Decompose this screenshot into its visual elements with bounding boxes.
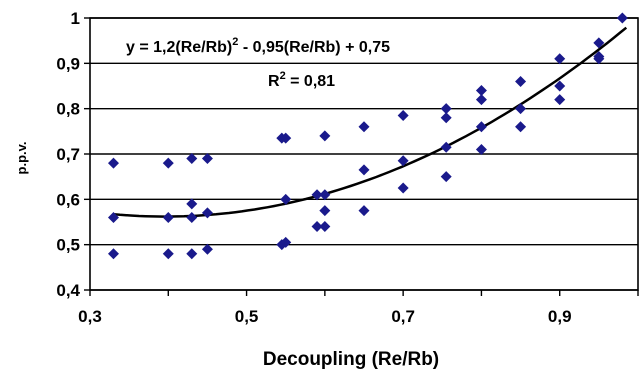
- data-point: [554, 53, 566, 65]
- data-point: [593, 53, 605, 65]
- data-point: [201, 207, 213, 219]
- x-tick-label: 0,7: [391, 307, 415, 326]
- data-point: [397, 155, 409, 167]
- data-points: [107, 12, 628, 260]
- trend-equation: y = 1,2(Re/Rb)2 - 0,95(Re/Rb) + 0,75: [126, 36, 390, 56]
- data-point: [319, 189, 331, 201]
- data-point: [440, 112, 452, 124]
- y-tick-label: 0,7: [56, 145, 80, 164]
- data-point: [593, 37, 605, 49]
- y-tick-labels: 0,4 0,5 0,6 0,7 0,8 0,9 1: [56, 9, 80, 300]
- data-point: [186, 248, 198, 260]
- data-point: [186, 211, 198, 223]
- x-axis-label: Decoupling (Re/Rb): [263, 349, 439, 370]
- data-point: [311, 189, 323, 201]
- data-point: [397, 182, 409, 194]
- x-tick-label: 0,5: [235, 307, 259, 326]
- y-tick-label: 0,8: [56, 100, 80, 119]
- data-point: [311, 221, 323, 233]
- data-point: [319, 205, 331, 217]
- data-point: [358, 121, 370, 133]
- y-tick-label: 1: [71, 9, 80, 28]
- data-point: [554, 80, 566, 92]
- data-point: [107, 157, 119, 169]
- data-point: [319, 130, 331, 142]
- x-tick-label: 0,9: [548, 307, 572, 326]
- data-point: [616, 12, 628, 24]
- data-point: [280, 236, 292, 248]
- data-point: [280, 193, 292, 205]
- data-point: [201, 153, 213, 165]
- data-point: [162, 157, 174, 169]
- data-point: [162, 248, 174, 260]
- y-axis-label: p.p.v.: [14, 142, 29, 175]
- data-point: [475, 143, 487, 155]
- y-tick-label: 0,9: [56, 54, 80, 73]
- x-tick-label: 0,3: [78, 307, 102, 326]
- data-point: [440, 171, 452, 183]
- data-point: [358, 205, 370, 217]
- data-point: [515, 103, 527, 115]
- data-point: [107, 211, 119, 223]
- y-tick-label: 0,5: [56, 236, 80, 255]
- data-point: [475, 121, 487, 133]
- data-point: [397, 109, 409, 121]
- y-tick-label: 0,4: [56, 281, 80, 300]
- data-point: [319, 221, 331, 233]
- r-squared-label: R2 = 0,81: [268, 70, 335, 90]
- data-point: [440, 103, 452, 115]
- data-point: [280, 132, 292, 144]
- data-point: [186, 153, 198, 165]
- x-tick-labels: 0,3 0,5 0,7 0,9: [78, 290, 639, 326]
- data-point: [186, 198, 198, 210]
- data-point: [475, 94, 487, 106]
- data-point: [440, 141, 452, 153]
- y-tick-label: 0,6: [56, 190, 80, 209]
- plot-frame: [89, 17, 639, 291]
- data-point: [554, 94, 566, 106]
- data-point: [162, 211, 174, 223]
- data-point: [475, 85, 487, 97]
- data-point: [515, 121, 527, 133]
- trendline: [113, 26, 628, 218]
- data-point: [358, 164, 370, 176]
- plot-border: [89, 17, 639, 291]
- data-point: [515, 75, 527, 87]
- data-point: [201, 243, 213, 255]
- data-point: [107, 248, 119, 260]
